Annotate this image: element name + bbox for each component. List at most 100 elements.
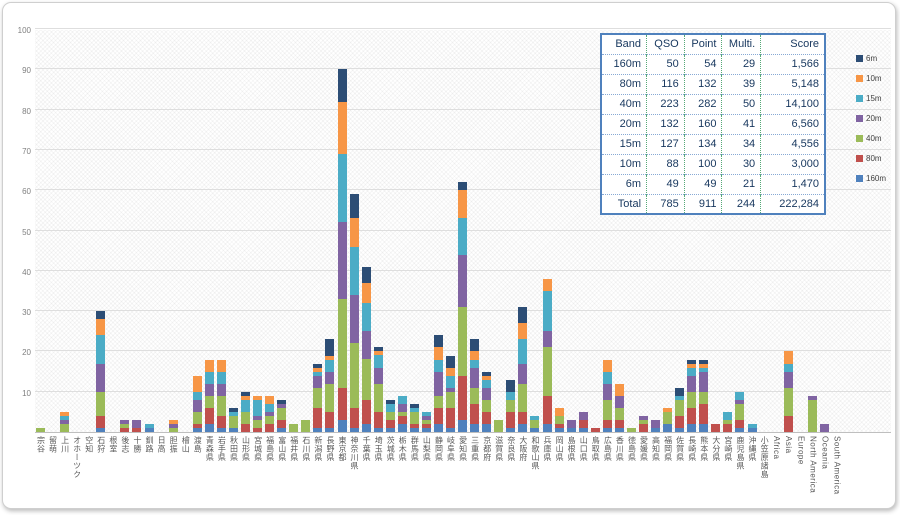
bar-segment-80m[interactable]	[313, 407, 323, 428]
bar-segment-80m[interactable]	[699, 403, 709, 424]
bar-兵庫県[interactable]	[542, 278, 552, 432]
bar-segment-80m[interactable]	[602, 419, 612, 428]
bar-愛知県[interactable]	[458, 182, 468, 432]
bar-segment-40m[interactable]	[301, 419, 311, 432]
bar-segment-40m[interactable]	[409, 411, 419, 424]
table-cell[interactable]: 88	[646, 153, 685, 174]
bar-segment-160m[interactable]	[385, 427, 395, 432]
bar-千葉県[interactable]	[361, 266, 371, 432]
bar-segment-15m[interactable]	[783, 363, 793, 372]
bar-segment-10m[interactable]	[96, 319, 106, 336]
bar-和歌山県[interactable]	[530, 415, 540, 432]
table-cell[interactable]: 1,566	[760, 53, 825, 74]
legend-item-10m[interactable]: 10m	[856, 68, 886, 88]
bar-segment-40m[interactable]	[458, 307, 468, 376]
bar-徳島県[interactable]	[626, 427, 636, 432]
table-cell[interactable]: 3,000	[760, 153, 825, 174]
table-cell[interactable]: Band	[615, 38, 642, 51]
bar-segment-40m[interactable]	[349, 343, 359, 408]
bar-segment-10m[interactable]	[699, 363, 709, 368]
bar-segment-15m[interactable]	[325, 359, 335, 372]
bar-上川[interactable]	[60, 411, 70, 432]
bar-segment-6m[interactable]	[506, 379, 516, 392]
bar-宗谷[interactable]	[36, 427, 45, 432]
bar-segment-80m[interactable]	[446, 407, 456, 428]
bar-segment-15m[interactable]	[241, 399, 251, 412]
bar-segment-160m[interactable]	[216, 427, 226, 432]
bar-segment-15m[interactable]	[675, 395, 685, 400]
bar-福井県[interactable]	[289, 423, 299, 432]
bar-segment-20m[interactable]	[687, 375, 697, 392]
bar-segment-160m[interactable]	[699, 423, 709, 432]
bar-segment-160m[interactable]	[144, 427, 154, 432]
bar-segment-10m[interactable]	[349, 218, 359, 247]
bar-segment-10m[interactable]	[265, 395, 275, 404]
bar-segment-80m[interactable]	[373, 411, 383, 428]
bar-segment-80m[interactable]	[735, 419, 745, 428]
bar-segment-80m[interactable]	[542, 395, 552, 424]
bar-segment-160m[interactable]	[446, 427, 456, 432]
bar-segment-160m[interactable]	[747, 427, 757, 432]
bar-segment-160m[interactable]	[675, 427, 685, 432]
bar-segment-160m[interactable]	[506, 427, 516, 432]
bar-segment-20m[interactable]	[373, 367, 383, 384]
bar-segment-80m[interactable]	[216, 415, 226, 428]
bar-segment-20m[interactable]	[192, 399, 202, 412]
bar-segment-10m[interactable]	[458, 190, 468, 219]
bar-segment-20m[interactable]	[578, 411, 588, 420]
bar-segment-40m[interactable]	[325, 383, 335, 412]
bar-香川県[interactable]	[614, 383, 624, 432]
bar-宮崎県[interactable]	[723, 411, 733, 432]
bar-segment-6m[interactable]	[349, 194, 359, 219]
bar-segment-40m[interactable]	[361, 359, 371, 400]
bar-佐賀県[interactable]	[675, 387, 685, 432]
table-cell[interactable]: 134	[683, 133, 722, 154]
bar-segment-80m[interactable]	[470, 403, 480, 424]
bar-segment-80m[interactable]	[687, 407, 697, 424]
bar-三重県[interactable]	[470, 339, 480, 432]
bar-segment-80m[interactable]	[578, 419, 588, 428]
bar-segment-80m[interactable]	[349, 407, 359, 428]
bar-segment-40m[interactable]	[192, 411, 202, 424]
bar-segment-80m[interactable]	[120, 427, 130, 432]
bar-segment-6m[interactable]	[470, 339, 480, 352]
table-cell[interactable]: Total	[601, 193, 647, 214]
bar-segment-20m[interactable]	[651, 419, 661, 428]
table-cell[interactable]: 39	[721, 73, 761, 94]
bar-segment-20m[interactable]	[807, 395, 817, 400]
table-cell[interactable]: 50	[646, 53, 685, 74]
bar-segment-160m[interactable]	[421, 427, 431, 432]
bar-segment-160m[interactable]	[458, 419, 468, 432]
table-cell[interactable]: 50	[721, 93, 761, 114]
bar-segment-40m[interactable]	[433, 395, 443, 408]
table-cell[interactable]: 41	[721, 113, 761, 134]
bar-奈良県[interactable]	[506, 379, 516, 432]
bar-segment-40m[interactable]	[228, 415, 238, 428]
bar-segment-40m[interactable]	[96, 391, 106, 416]
bar-segment-10m[interactable]	[687, 363, 697, 368]
bar-segment-15m[interactable]	[602, 371, 612, 384]
bar-segment-15m[interactable]	[361, 303, 371, 332]
bar-島根県[interactable]	[566, 419, 576, 432]
table-cell[interactable]: 29	[721, 53, 761, 74]
bar-Asia[interactable]	[783, 351, 793, 432]
bar-segment-20m[interactable]	[60, 419, 70, 424]
bar-segment-6m[interactable]	[277, 399, 287, 404]
bar-segment-80m[interactable]	[241, 423, 251, 432]
bar-segment-10m[interactable]	[663, 407, 673, 412]
table-cell[interactable]: 127	[646, 133, 685, 154]
bar-segment-15m[interactable]	[216, 371, 226, 384]
bar-segment-20m[interactable]	[313, 375, 323, 388]
bar-静岡県[interactable]	[433, 335, 443, 432]
bar-segment-15m[interactable]	[373, 355, 383, 368]
bar-segment-40m[interactable]	[313, 387, 323, 408]
bar-segment-80m[interactable]	[265, 423, 275, 432]
table-cell[interactable]: 116	[646, 73, 685, 94]
bar-segment-15m[interactable]	[96, 335, 106, 364]
bar-栃木県[interactable]	[397, 395, 407, 432]
bar-segment-160m[interactable]	[349, 427, 359, 432]
table-cell[interactable]: Score	[760, 34, 825, 54]
bar-segment-20m[interactable]	[542, 331, 552, 348]
bar-富山県[interactable]	[277, 399, 287, 432]
bar-岩手県[interactable]	[216, 359, 226, 432]
